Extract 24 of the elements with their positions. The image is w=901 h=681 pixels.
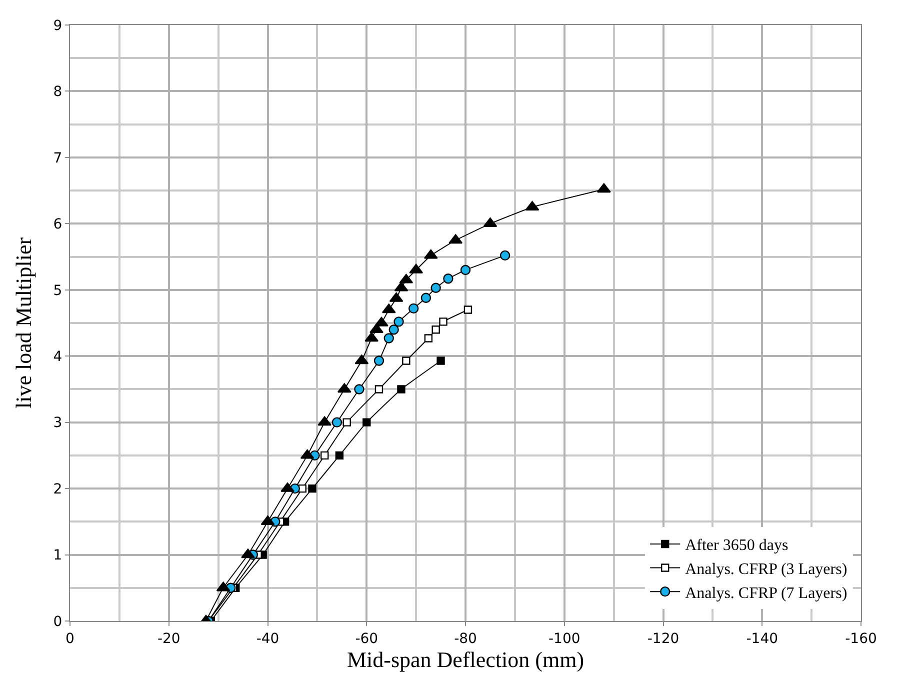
x-tick-label: 0: [66, 630, 74, 647]
y-tick-label: 2: [53, 481, 62, 498]
y-axis-title: live load Multiplier: [11, 236, 36, 409]
y-tick-label: 8: [53, 84, 62, 100]
y-tick-label: 7: [53, 150, 62, 166]
x-tick-label: -120: [647, 630, 680, 647]
x-tick-label: -20: [157, 630, 180, 647]
x-tick-label: -160: [845, 630, 877, 647]
x-tick-label: -140: [746, 630, 778, 647]
x-tick-label: -60: [355, 630, 378, 647]
legend-label: Analys. CFRP (3 Layers): [685, 561, 848, 578]
y-tick-label: 1: [53, 548, 62, 564]
x-axis-title: Mid-span Deflection (mm): [346, 646, 584, 672]
x-tick-label: -40: [256, 630, 280, 647]
legend-label: After 3650 days: [685, 537, 788, 554]
x-tick-label: -80: [454, 630, 477, 647]
x-tick-label: -100: [548, 630, 580, 647]
y-tick-label: 4: [53, 349, 62, 366]
legend-label: Analys. CFRP (7 Layers): [685, 584, 848, 602]
y-tick-label: 6: [53, 216, 62, 233]
y-tick-label: 5: [53, 282, 62, 299]
y-tick-label: 9: [53, 18, 62, 34]
y-tick-label: 0: [53, 614, 62, 630]
y-tick-label: 3: [53, 415, 62, 432]
